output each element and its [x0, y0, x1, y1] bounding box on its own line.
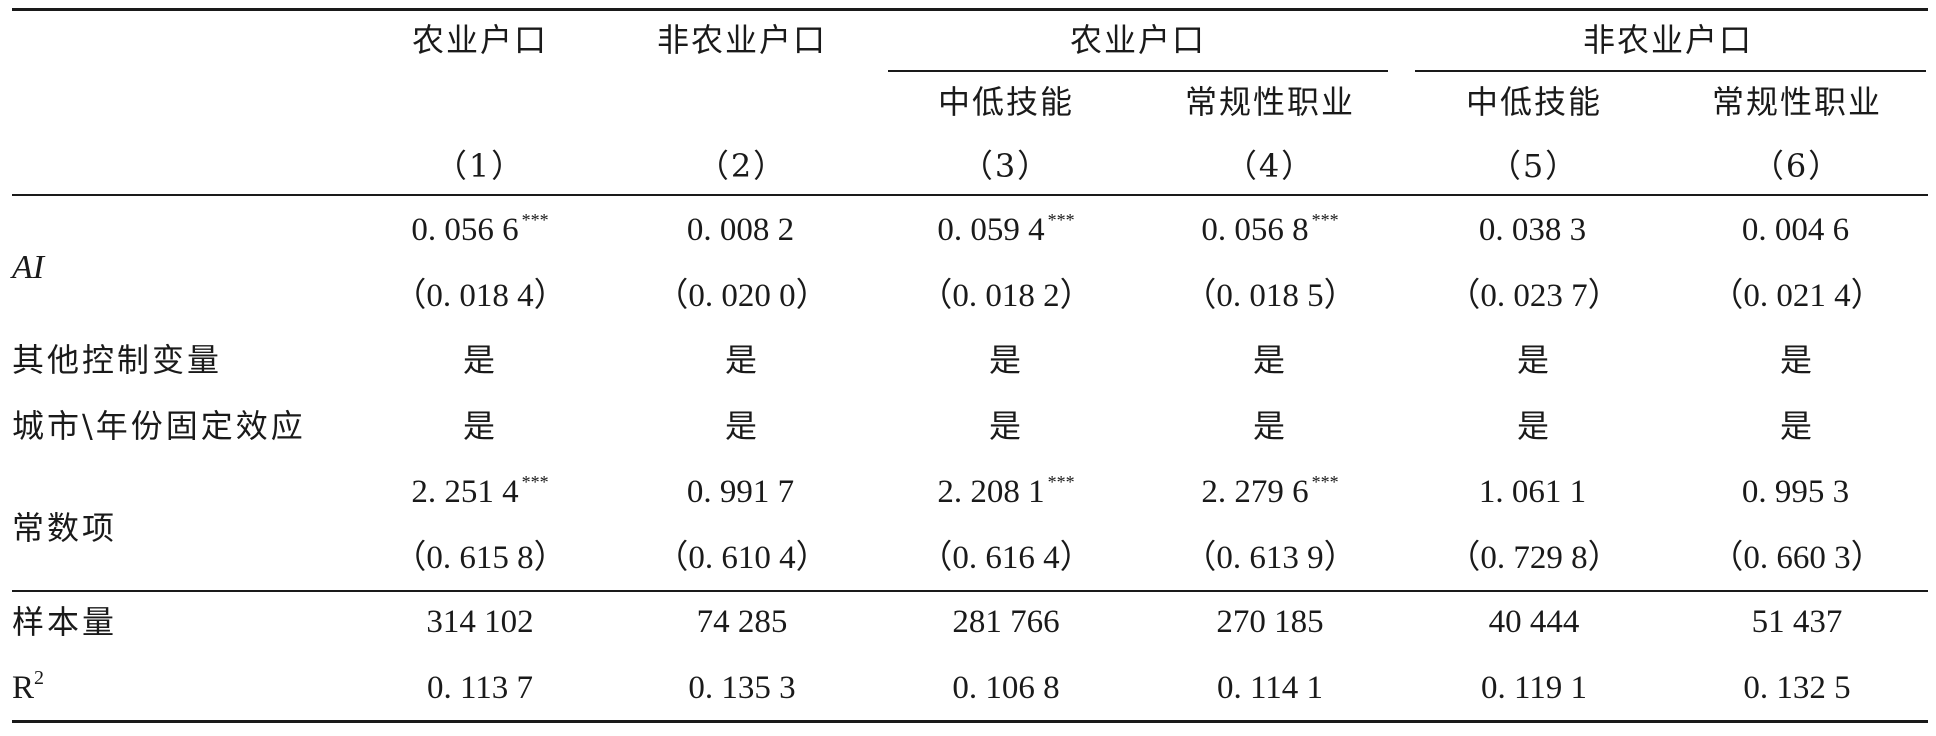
constant-std-error: （0. 616 4） [919, 540, 1093, 576]
r-squared-value: 0. 113 7 [426, 670, 534, 706]
constant-coef: 0. 995 3 [1741, 474, 1850, 510]
significance-stars: *** [521, 472, 549, 492]
constant-coef: 0. 991 7 [686, 474, 795, 510]
fixed-effects-value: 是 [462, 407, 498, 445]
row-label-controls: 其他控制变量 [12, 341, 223, 379]
constant-std-error: （0. 610 4） [655, 540, 829, 576]
r-squared-value: 0. 114 1 [1216, 670, 1324, 706]
significance-stars: *** [1047, 210, 1075, 230]
sub-header: 中低技能 [937, 83, 1075, 121]
ai-coef: 0. 038 3 [1478, 212, 1587, 248]
ai-coef: 0. 056 8 *** [1201, 210, 1339, 248]
ai-std-error: （0. 018 4） [393, 278, 567, 314]
r-squared-value: 0. 106 8 [952, 670, 1060, 706]
row-label-fixed-effects: 城市\年份固定效应 [12, 407, 306, 445]
constant-std-error: （0. 729 8） [1447, 540, 1621, 576]
group-header: 非农业户口 [656, 21, 828, 59]
controls-value: 是 [988, 341, 1024, 379]
column-number: （6） [1751, 147, 1843, 185]
controls-value: 是 [1252, 341, 1288, 379]
ai-std-error: （0. 021 4） [1710, 278, 1884, 314]
fixed-effects-value: 是 [988, 407, 1024, 445]
constant-std-error: （0. 615 8） [393, 540, 567, 576]
sub-header: 常规性职业 [1184, 83, 1356, 121]
row-label-ai: AI [12, 249, 45, 286]
constant-coef: 2. 208 1 *** [937, 472, 1075, 510]
column-number: （1） [434, 147, 526, 185]
row-label-sample-size: 样本量 [12, 603, 118, 641]
ai-coef: 0. 059 4 *** [937, 210, 1075, 248]
fixed-effects-value: 是 [1252, 407, 1288, 445]
sample-size-value: 281 766 [952, 604, 1060, 640]
column-number: （2） [696, 147, 788, 185]
ai-std-error: （0. 023 7） [1447, 278, 1621, 314]
row-label-r-squared: R2 [12, 667, 45, 706]
bottom-rule [12, 720, 1928, 723]
top-rule [12, 8, 1928, 11]
group-underline-nonagri [1415, 70, 1926, 72]
sub-header: 中低技能 [1465, 83, 1603, 121]
fixed-effects-value: 是 [1516, 407, 1552, 445]
significance-stars: *** [1311, 210, 1339, 230]
sample-size-value: 74 285 [696, 604, 788, 640]
ai-coef: 0. 004 6 [1741, 212, 1850, 248]
r-squared-value: 0. 132 5 [1743, 670, 1851, 706]
sample-size-value: 40 444 [1488, 604, 1580, 640]
constant-coef: 1. 061 1 [1478, 474, 1587, 510]
group-header: 非农业户口 [1582, 21, 1754, 59]
constant-coef: 2. 251 4 *** [411, 472, 549, 510]
superscript-two: 2 [34, 667, 45, 689]
r-squared-value: 0. 119 1 [1480, 670, 1588, 706]
ai-std-error: （0. 018 2） [919, 278, 1093, 314]
significance-stars: *** [1311, 472, 1339, 492]
sample-size-value: 314 102 [426, 604, 534, 640]
ai-coef: 0. 008 2 [686, 212, 795, 248]
controls-value: 是 [1779, 341, 1815, 379]
constant-std-error: （0. 660 3） [1710, 540, 1884, 576]
significance-stars: *** [1047, 472, 1075, 492]
column-number: （5） [1488, 147, 1580, 185]
group-header: 农业户口 [1069, 21, 1207, 59]
fixed-effects-value: 是 [724, 407, 760, 445]
ai-std-error: （0. 018 5） [1183, 278, 1357, 314]
constant-coef: 2. 279 6 *** [1201, 472, 1339, 510]
controls-value: 是 [462, 341, 498, 379]
header-rule [12, 194, 1928, 196]
constant-std-error: （0. 613 9） [1183, 540, 1357, 576]
row-label-constant: 常数项 [12, 509, 118, 547]
ai-coef: 0. 056 6 *** [411, 210, 549, 248]
ai-std-error: （0. 020 0） [655, 278, 829, 314]
controls-value: 是 [1516, 341, 1552, 379]
r-squared-value: 0. 135 3 [688, 670, 796, 706]
sample-size-value: 270 185 [1216, 604, 1324, 640]
column-number: （3） [960, 147, 1052, 185]
mid-rule [12, 590, 1928, 592]
fixed-effects-value: 是 [1779, 407, 1815, 445]
sample-size-value: 51 437 [1751, 604, 1843, 640]
group-header: 农业户口 [411, 21, 549, 59]
significance-stars: *** [521, 210, 549, 230]
controls-value: 是 [724, 341, 760, 379]
sub-header: 常规性职业 [1711, 83, 1883, 121]
group-underline-agri [888, 70, 1388, 72]
column-number: （4） [1224, 147, 1316, 185]
